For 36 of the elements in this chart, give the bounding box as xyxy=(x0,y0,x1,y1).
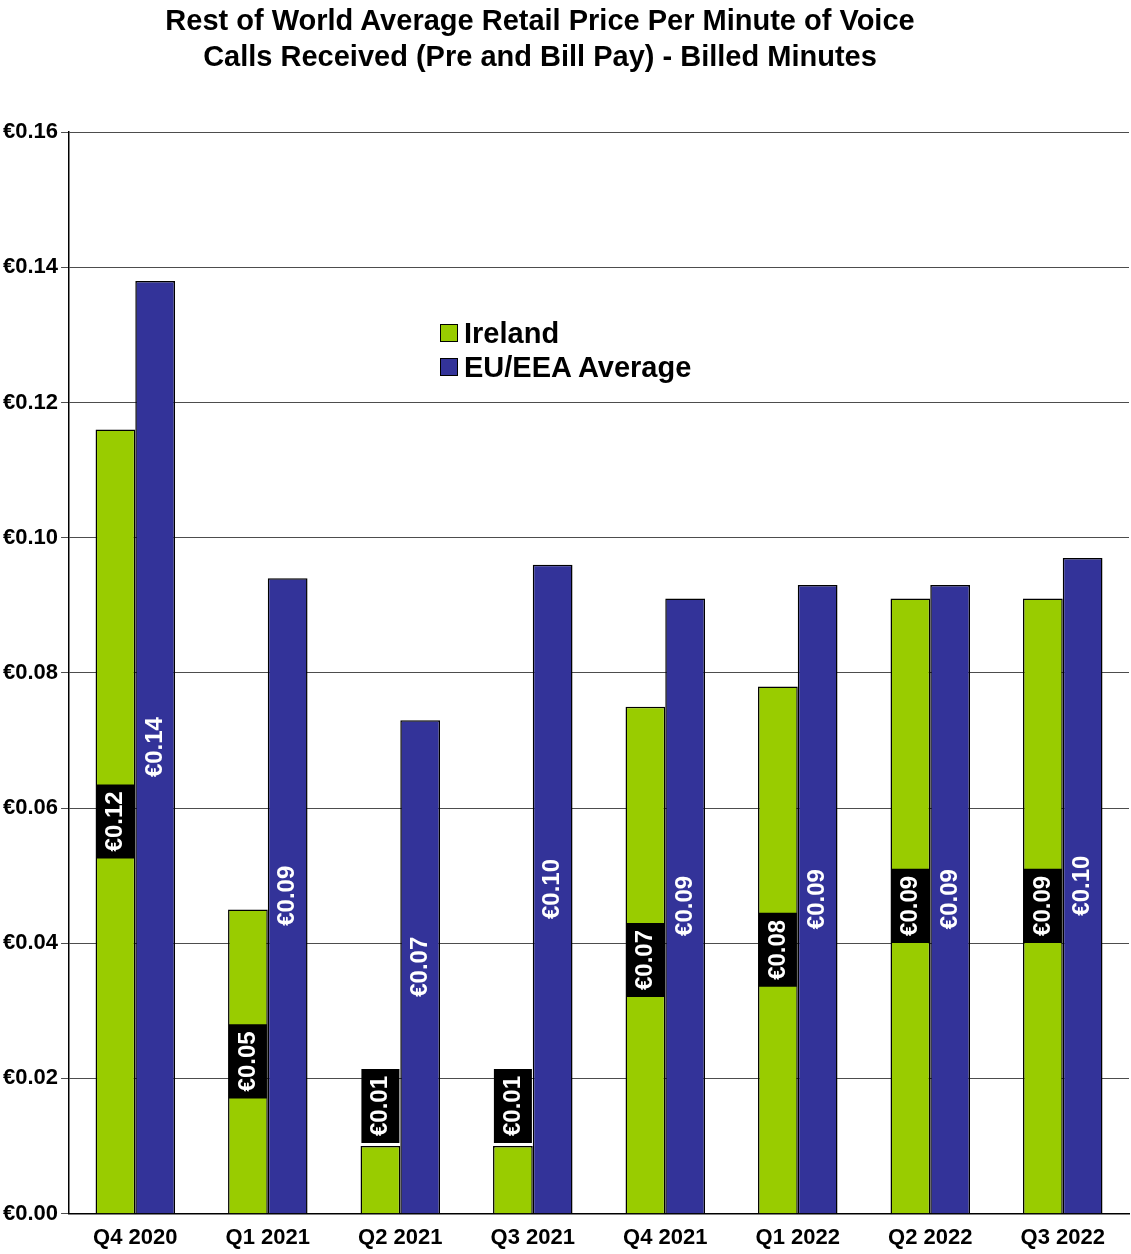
data-label: €0.10 xyxy=(537,858,565,920)
y-tick-label: €0.02 xyxy=(2,1064,59,1090)
x-tick-label: Q1 2021 xyxy=(225,1223,310,1249)
x-tick-label: Q1 2022 xyxy=(755,1223,840,1249)
chart-title: Rest of World Average Retail Price Per Minute of Voice Calls Received (Pre and Bill Pay) - Billed Minutes xyxy=(164,3,916,74)
data-label: €0.10 xyxy=(1067,855,1095,916)
y-tick-label: €0.06 xyxy=(2,794,59,820)
data-label: €0.09 xyxy=(802,869,830,930)
data-label: €0.07 xyxy=(404,936,432,997)
data-label: €0.07 xyxy=(630,929,658,990)
y-tick-label: €0.10 xyxy=(2,523,59,549)
y-tick-label: €0.12 xyxy=(2,388,59,414)
data-label: €0.14 xyxy=(139,716,167,778)
data-label: €0.01 xyxy=(365,1075,393,1137)
data-label: €0.01 xyxy=(497,1075,525,1137)
data-label: €0.09 xyxy=(934,869,962,930)
data-label: €0.05 xyxy=(232,1031,260,1092)
x-tick-label: Q4 2021 xyxy=(623,1223,708,1249)
x-tick-label: Q2 2021 xyxy=(358,1223,443,1249)
y-tick-label: €0.08 xyxy=(2,658,59,684)
data-label: €0.08 xyxy=(762,919,790,980)
x-tick-label: Q2 2022 xyxy=(888,1223,973,1249)
y-tick-label: €0.04 xyxy=(2,929,59,955)
y-tick-label: €0.14 xyxy=(2,253,59,279)
x-tick-label: Q3 2021 xyxy=(490,1223,575,1249)
data-label: €0.09 xyxy=(1027,875,1055,936)
x-tick-label: Q4 2020 xyxy=(93,1223,178,1249)
legend-label: EU/EEA Average xyxy=(464,350,692,385)
data-label: €0.09 xyxy=(272,865,300,926)
data-label: €0.09 xyxy=(895,875,923,936)
y-tick-label: €0.16 xyxy=(2,118,59,144)
y-tick-label: €0.00 xyxy=(2,1199,59,1225)
legend-label: Ireland xyxy=(464,316,560,351)
data-label: €0.09 xyxy=(669,875,697,936)
data-label: €0.12 xyxy=(100,791,128,852)
x-tick-label: Q3 2022 xyxy=(1020,1223,1105,1249)
